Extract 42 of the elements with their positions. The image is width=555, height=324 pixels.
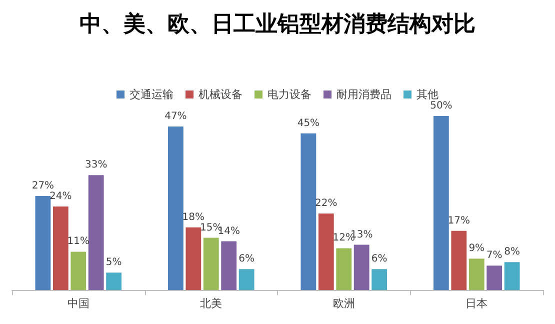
bar	[354, 244, 370, 290]
data-label: 50%	[430, 100, 452, 112]
data-label: 33%	[84, 160, 108, 171]
bar	[504, 262, 520, 290]
data-label: 24%	[50, 190, 72, 202]
data-label: 45%	[297, 118, 320, 129]
bar	[336, 248, 352, 290]
bar	[168, 126, 184, 290]
bar	[221, 241, 237, 290]
bar	[486, 266, 502, 290]
legend-label: 其他	[416, 88, 438, 101]
bar	[52, 206, 68, 290]
data-label: 27%	[32, 180, 54, 192]
bar	[35, 196, 51, 290]
bar	[186, 227, 202, 290]
data-label: 6%	[238, 254, 254, 265]
legend-label: 耐用消费品	[336, 88, 392, 101]
x-tick-label: 日本	[466, 297, 488, 310]
legend-label: 机械设备	[198, 88, 242, 101]
chart-title: 中、美、欧、日工业铝型材消费结构对比	[80, 11, 476, 37]
bar	[88, 175, 104, 290]
x-tick-label: 欧洲	[332, 297, 355, 310]
bar	[451, 230, 467, 290]
data-label: 7%	[486, 250, 502, 262]
bar	[300, 133, 316, 290]
data-label: 9%	[468, 243, 485, 254]
data-label: 47%	[164, 110, 187, 122]
data-label: 5%	[106, 257, 122, 268]
bar	[106, 272, 122, 290]
data-label: 8%	[504, 246, 520, 258]
bar	[238, 269, 254, 290]
bar	[70, 252, 86, 290]
data-label: 6%	[371, 254, 388, 265]
bar	[433, 116, 449, 290]
bar	[318, 213, 334, 290]
bar	[203, 238, 219, 290]
legend-label: 交通运输	[130, 88, 174, 101]
legend-label: 电力设备	[268, 88, 312, 101]
x-tick-label: 中国	[67, 297, 90, 310]
x-tick-label: 北美	[200, 297, 222, 310]
bar	[372, 269, 388, 290]
bar	[468, 258, 484, 290]
